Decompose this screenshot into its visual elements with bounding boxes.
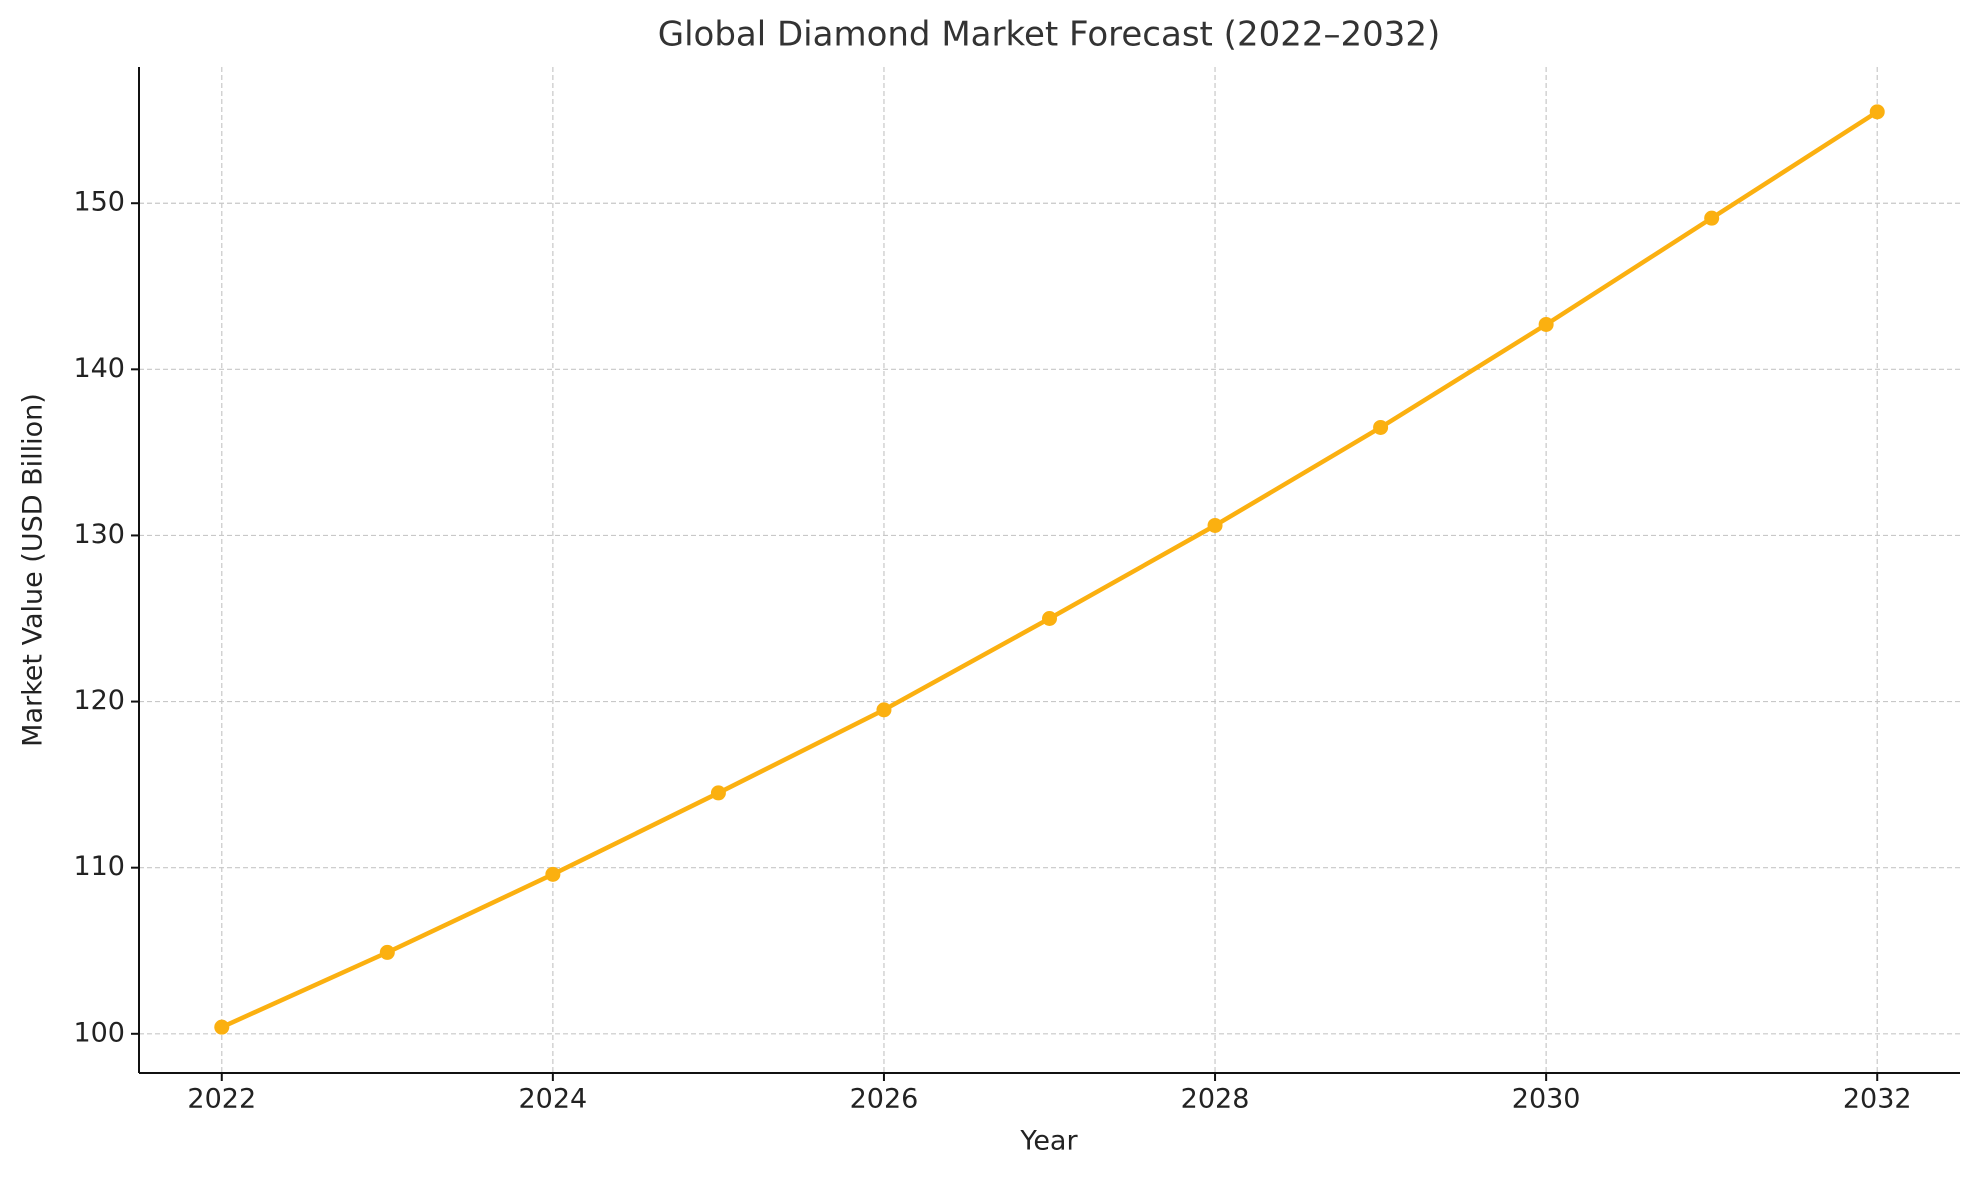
x-tick-label: 2026: [850, 1084, 919, 1115]
point: [710, 785, 726, 801]
x-tick-label: 2032: [1843, 1084, 1912, 1115]
point: [1869, 104, 1885, 120]
y-axis-label: Market Value (USD Billion): [18, 393, 49, 747]
y-tick-label: 140: [73, 353, 125, 384]
x-tick-label: 2028: [1181, 1084, 1250, 1115]
chart-title: Global Diamond Market Forecast (2022–203…: [658, 15, 1441, 55]
x-tick-label: 2030: [1512, 1084, 1581, 1115]
x-tick-label: 2024: [519, 1084, 588, 1115]
y-tick-label: 120: [73, 685, 125, 716]
y-tick-label: 150: [73, 187, 125, 218]
point: [545, 866, 561, 882]
y-tick-label: 130: [73, 519, 125, 550]
line: [220, 109, 1879, 1030]
y-tick-label: 100: [73, 1017, 125, 1048]
point: [1704, 210, 1720, 226]
point: [1207, 517, 1223, 533]
point: [214, 1019, 230, 1035]
point: [379, 944, 395, 960]
point: [1538, 316, 1554, 332]
point: [876, 702, 892, 718]
x-axis-label: Year: [1019, 1126, 1078, 1157]
y-tick-label: 110: [73, 851, 125, 882]
point: [1042, 611, 1057, 627]
x-tick-label: 2022: [187, 1084, 256, 1115]
point: [1373, 419, 1389, 435]
